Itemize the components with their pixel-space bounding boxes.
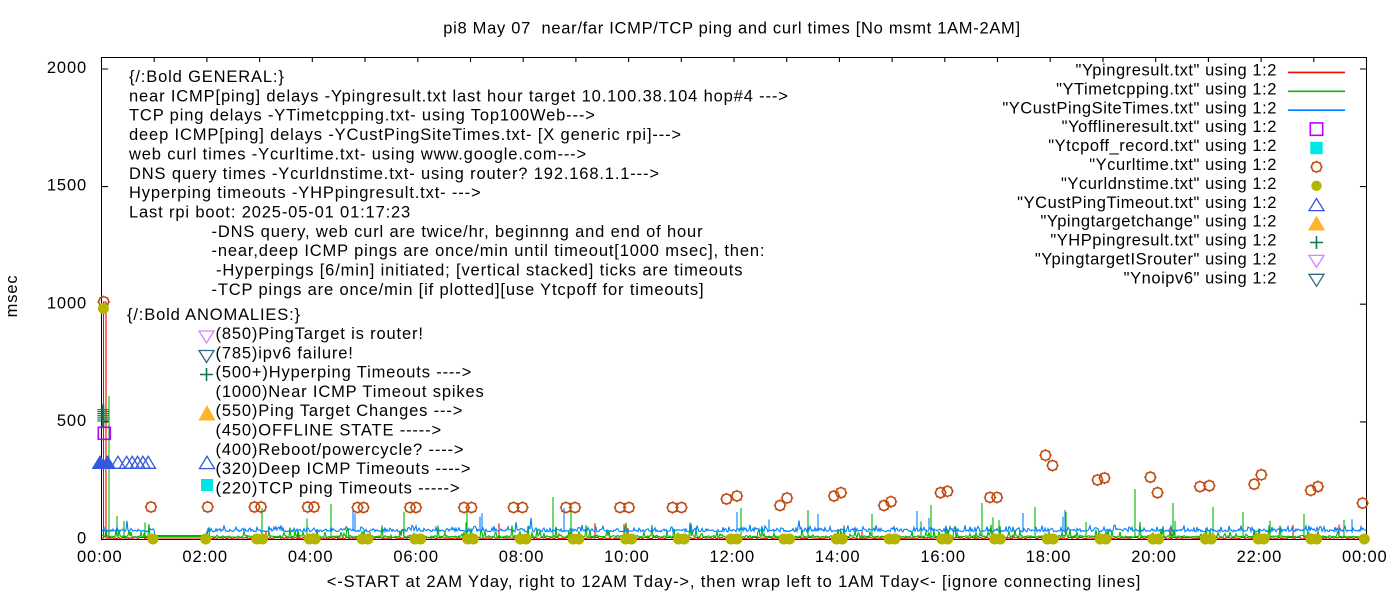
svg-text:near ICMP[ping] delays -Ypingr: near ICMP[ping] delays -Ypingresult.txt … bbox=[129, 87, 789, 105]
svg-text:08:00: 08:00 bbox=[499, 548, 545, 566]
svg-text:(850)PingTarget is router!: (850)PingTarget is router! bbox=[216, 325, 424, 343]
svg-text:(450)OFFLINE STATE ----->: (450)OFFLINE STATE -----> bbox=[216, 422, 442, 440]
svg-text:(220)TCP ping Timeouts ----->: (220)TCP ping Timeouts -----> bbox=[216, 479, 461, 497]
svg-text:-TCP pings are once/min [if pl: -TCP pings are once/min [if plotted][use… bbox=[212, 281, 705, 299]
svg-text:{/:Bold GENERAL:}: {/:Bold GENERAL:} bbox=[129, 68, 285, 86]
svg-text:04:00: 04:00 bbox=[288, 548, 334, 566]
svg-text:1000: 1000 bbox=[47, 294, 87, 312]
svg-text:14:00: 14:00 bbox=[815, 548, 861, 566]
svg-text:"Ynoipv6" using 1:2: "Ynoipv6" using 1:2 bbox=[1124, 269, 1277, 287]
svg-text:-Hyperpings [6/min] initiated;: -Hyperpings [6/min] initiated; [vertical… bbox=[216, 262, 743, 280]
svg-text:00:00: 00:00 bbox=[1342, 548, 1388, 566]
svg-text:Hyperping timeouts -YHPpingres: Hyperping timeouts -YHPpingresult.txt- -… bbox=[129, 184, 481, 202]
svg-text:"YCustPingTimeout.txt" using 1: "YCustPingTimeout.txt" using 1:2 bbox=[1017, 194, 1277, 212]
svg-text:"Ypingtargetchange" using 1:2: "Ypingtargetchange" using 1:2 bbox=[1040, 213, 1277, 231]
svg-text:10:00: 10:00 bbox=[604, 548, 650, 566]
svg-text:12:00: 12:00 bbox=[710, 548, 756, 566]
svg-text:"Yofflineresult.txt" using 1:2: "Yofflineresult.txt" using 1:2 bbox=[1062, 118, 1277, 136]
svg-text:web curl times -Ycurltime.txt-: web curl times -Ycurltime.txt- using www… bbox=[128, 145, 587, 163]
svg-text:"YTimetcpping.txt" using 1:2: "YTimetcpping.txt" using 1:2 bbox=[1056, 80, 1277, 98]
svg-text:TCP ping delays -YTimetcpping.: TCP ping delays -YTimetcpping.txt- using… bbox=[129, 107, 596, 125]
svg-text:06:00: 06:00 bbox=[393, 548, 439, 566]
svg-text:(500+)Hyperping Timeouts ---->: (500+)Hyperping Timeouts ----> bbox=[216, 364, 473, 382]
svg-text:deep ICMP[ping] delays -YCustP: deep ICMP[ping] delays -YCustPingSiteTim… bbox=[129, 126, 682, 144]
svg-text:"YCustPingSiteTimes.txt" using: "YCustPingSiteTimes.txt" using 1:2 bbox=[1002, 99, 1277, 117]
svg-text:{/:Bold ANOMALIES:}: {/:Bold ANOMALIES:} bbox=[127, 306, 301, 324]
svg-text:DNS query times -Ycurldnstime.: DNS query times -Ycurldnstime.txt- using… bbox=[129, 165, 660, 183]
svg-text:(320)Deep ICMP Timeouts ---->: (320)Deep ICMP Timeouts ----> bbox=[216, 460, 472, 478]
svg-text:20:00: 20:00 bbox=[1131, 548, 1177, 566]
svg-text:18:00: 18:00 bbox=[1026, 548, 1072, 566]
svg-text:1500: 1500 bbox=[47, 177, 87, 195]
svg-text:02:00: 02:00 bbox=[182, 548, 228, 566]
svg-text:"Ycurltime.txt" using 1:2: "Ycurltime.txt" using 1:2 bbox=[1089, 156, 1277, 174]
svg-text:0: 0 bbox=[77, 530, 87, 548]
svg-text:msec: msec bbox=[3, 275, 21, 318]
svg-text:500: 500 bbox=[57, 412, 87, 430]
svg-text:"Ypingresult.txt" using 1:2: "Ypingresult.txt" using 1:2 bbox=[1076, 62, 1277, 80]
svg-text:16:00: 16:00 bbox=[920, 548, 966, 566]
svg-text:"Ycurldnstime.txt" using 1:2: "Ycurldnstime.txt" using 1:2 bbox=[1061, 175, 1277, 193]
svg-text:pi8 May 07 near/far ICMP/TCP: pi8 May 07 near/far ICMP/TCP ping and cu… bbox=[443, 20, 1021, 38]
svg-text:-DNS query, web curl are twice: -DNS query, web curl are twice/hr, begin… bbox=[212, 223, 704, 241]
svg-text:(1000)Near ICMP Timeout spikes: (1000)Near ICMP Timeout spikes bbox=[216, 383, 485, 401]
svg-text:00:00: 00:00 bbox=[77, 548, 123, 566]
svg-text:"YpingtargetISrouter" using 1:: "YpingtargetISrouter" using 1:2 bbox=[1035, 251, 1277, 269]
svg-text:-near,deep ICMP pings are once: -near,deep ICMP pings are once/min until… bbox=[212, 242, 766, 260]
svg-text:Last rpi boot: 2025-05-01 01:1: Last rpi boot: 2025-05-01 01:17:23 bbox=[129, 204, 411, 222]
svg-text:"Ytcpoff_record.txt" using 1:2: "Ytcpoff_record.txt" using 1:2 bbox=[1048, 137, 1277, 155]
svg-text:(785)ipv6 failure!: (785)ipv6 failure! bbox=[216, 344, 354, 362]
svg-text:"YHPpingresult.txt" using 1:2: "YHPpingresult.txt" using 1:2 bbox=[1050, 232, 1277, 250]
svg-text:(550)Ping Target Changes --->: (550)Ping Target Changes ---> bbox=[216, 402, 464, 420]
svg-text:(400)Reboot/powercycle? ---->: (400)Reboot/powercycle? ----> bbox=[216, 441, 465, 459]
svg-text:22:00: 22:00 bbox=[1237, 548, 1283, 566]
svg-text:<-START at 2AM Yday, right to: <-START at 2AM Yday, right to 12AM Tday-… bbox=[327, 573, 1141, 591]
svg-text:2000: 2000 bbox=[47, 59, 87, 77]
